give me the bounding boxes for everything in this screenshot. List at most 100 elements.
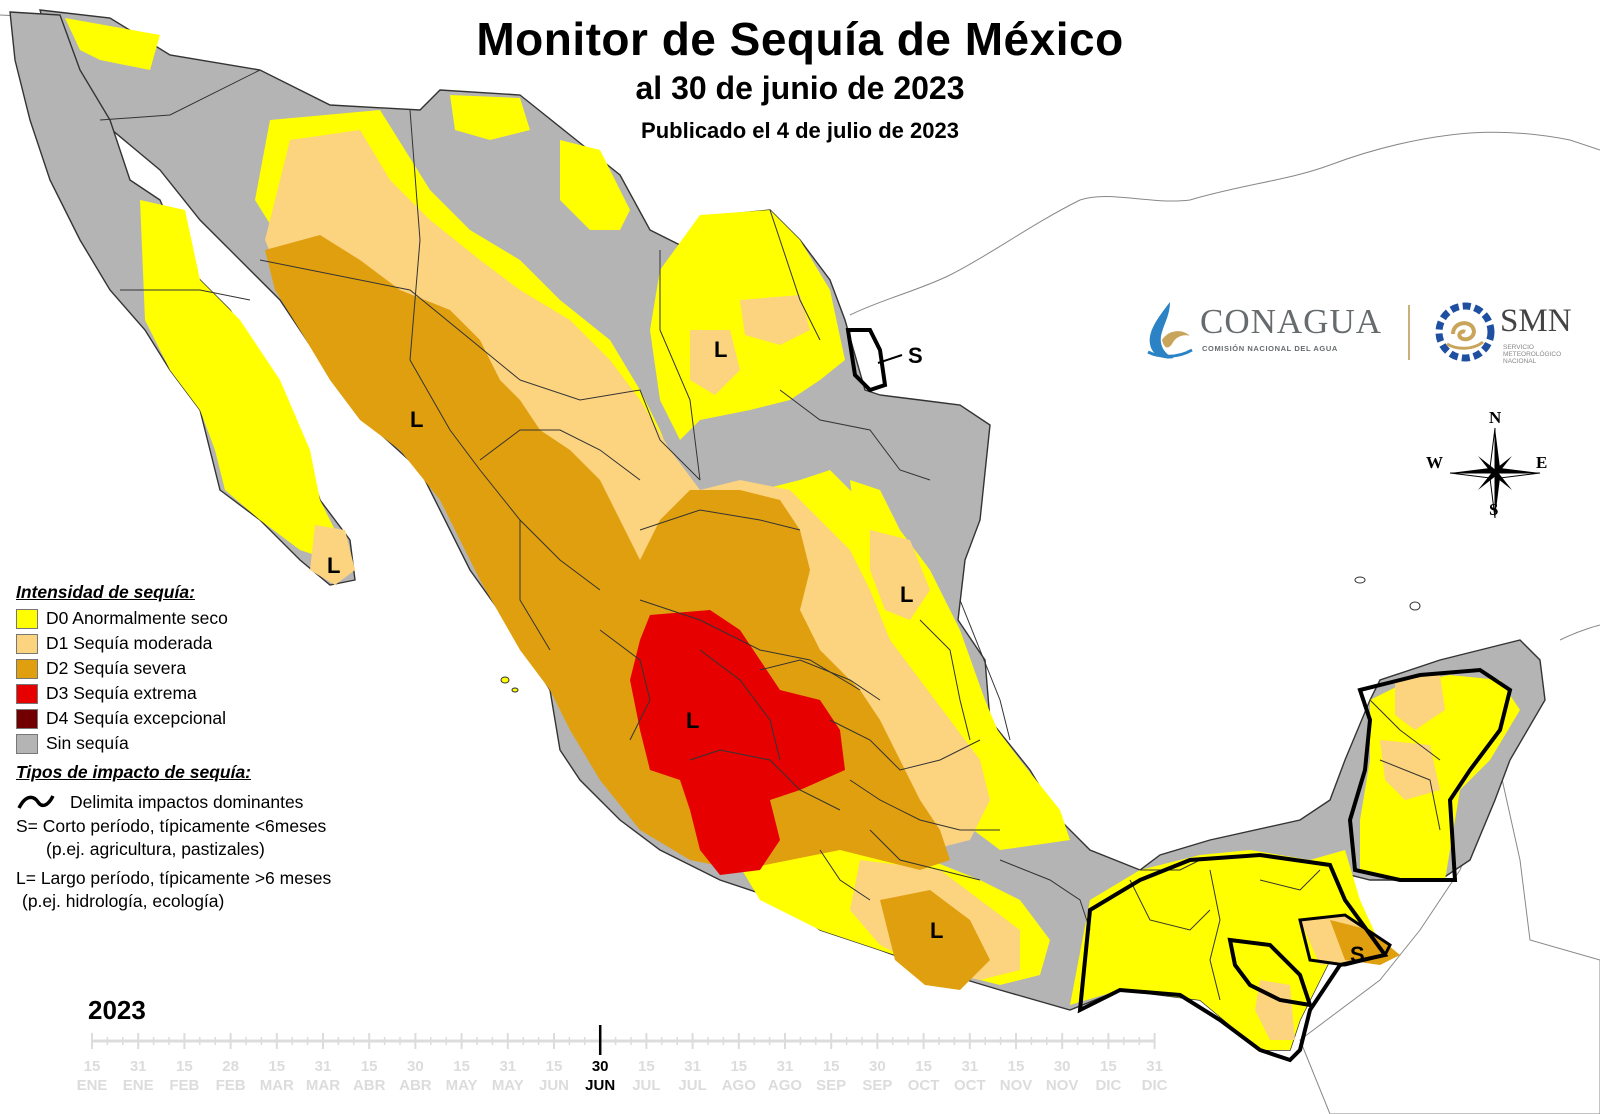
impact-label-l-baja: L <box>327 553 341 578</box>
published-date: Publicado el 4 de julio de 2023 <box>641 118 959 143</box>
d3-area <box>630 610 845 875</box>
d1-coahuila-spot <box>740 295 810 345</box>
timeline-month: JUN <box>585 1077 616 1094</box>
timeline-date: 15 MAR <box>257 1057 297 1095</box>
us-texas-coast <box>849 199 1081 316</box>
timeline-day: 31 <box>314 1058 332 1075</box>
timeline-date: 30 SEP <box>857 1057 897 1095</box>
conagua-logo: CONAGUA COMISIÓN NACIONAL DEL AGUA <box>1142 302 1382 362</box>
timeline-day: 30 <box>869 1058 886 1075</box>
impact-boundary-s-north <box>845 328 888 393</box>
timeline-day: 31 <box>961 1058 979 1075</box>
timeline-month: MAY <box>491 1077 524 1094</box>
timeline-date: 28 FEB <box>211 1057 251 1095</box>
us-coastline <box>1079 131 1600 202</box>
legend-impact-line-label: Delimita impactos dominantes <box>70 791 304 812</box>
legend-swatch-none <box>16 733 38 754</box>
impact-label-l-sinaloa: L <box>410 407 424 432</box>
timeline-date: 31 ENE <box>118 1057 158 1095</box>
legend-swatch-d0 <box>16 608 38 629</box>
timeline-day: 15 <box>545 1058 563 1075</box>
timeline-month: JUL <box>678 1077 707 1094</box>
timeline-month: SEP <box>862 1077 893 1094</box>
legend-long-term-example: (p.ej. hidrología, ecología) <box>22 891 225 911</box>
legend-impact-line: Delimita impactos dominantes <box>16 789 406 815</box>
timeline-date: 15 ENE <box>72 1057 112 1095</box>
timeline-month: MAR <box>259 1077 294 1094</box>
page-subtitle: al 30 de junio de 2023 <box>635 70 965 106</box>
timeline-day: 15 <box>915 1058 932 1075</box>
timeline-month: NOV <box>1045 1077 1079 1094</box>
timeline-date: 31 JUL <box>673 1057 713 1095</box>
legend: Intensidad de sequía: D0 Anormalmente se… <box>16 582 406 913</box>
timeline-day: 15 <box>453 1058 470 1075</box>
impact-boundaries <box>845 328 1513 1063</box>
timeline-month: DIC <box>1095 1077 1122 1094</box>
timeline-day: 30 <box>591 1058 609 1075</box>
impact-boundary-yucatan <box>1347 667 1513 882</box>
timeline-month: OCT <box>907 1077 940 1094</box>
legend-label-d1: D1 Sequía moderada <box>46 633 213 653</box>
timeline-month: AGO <box>767 1077 803 1094</box>
timeline-day: 15 <box>638 1058 655 1075</box>
islands <box>500 576 1421 693</box>
impact-label-s-north: S <box>908 343 923 368</box>
timeline-date: 30 ABR <box>395 1057 435 1095</box>
timeline-date: 15 FEB <box>164 1057 204 1095</box>
legend-swatch-d1 <box>16 633 38 654</box>
legend-swatch-d2 <box>16 658 38 679</box>
legend-short-term-example: (p.ej. agricultura, pastizales) <box>46 839 265 859</box>
legend-item-d4: D4 Sequía excepcional <box>16 706 406 731</box>
timeline-month: DIC <box>1141 1077 1168 1094</box>
timeline-month: ENE <box>76 1077 108 1094</box>
timeline-date: 30 NOV <box>1042 1057 1082 1095</box>
d1-tamaulipas-spot <box>870 530 930 620</box>
timeline-day: 28 <box>222 1058 239 1075</box>
timeline-month: OCT <box>953 1077 986 1094</box>
timeline-date: 15 DIC <box>1088 1057 1128 1095</box>
legend-item-d2: D2 Sequía severa <box>16 656 406 681</box>
legend-label-d2: D2 Sequía severa <box>46 658 187 678</box>
timeline-month: MAY <box>445 1077 478 1094</box>
state-boundaries <box>99 69 1441 1001</box>
smn-name: SMN <box>1500 303 1572 339</box>
timeline: 15 ENE 31 ENE 15 FEB 28 FEB 15 MAR 31 MAR 15 ABR 30 ABR… <box>77 1025 1192 1110</box>
timeline-date: 15 SEP <box>811 1057 851 1095</box>
compass-north: N <box>1489 408 1502 427</box>
impact-label-l-jalisco: L <box>686 708 700 733</box>
compass-icon <box>1449 427 1541 519</box>
timeline-month: JUN <box>538 1077 569 1094</box>
timeline-month: MAR <box>305 1077 341 1094</box>
impact-boundary-s-tabasco <box>1298 913 1392 967</box>
compass-east: E <box>1536 453 1548 472</box>
legend-swatch-d3 <box>16 683 38 704</box>
timeline-date: 15 NOV <box>996 1057 1036 1095</box>
compass-rose: N S E W <box>1426 408 1550 528</box>
conagua-subtitle: COMISIÓN NACIONAL DEL AGUA <box>1202 344 1338 353</box>
timeline-date: 15 OCT <box>904 1057 944 1095</box>
timeline-day: 30 <box>1053 1058 1071 1075</box>
timeline-day: 31 <box>684 1058 701 1075</box>
timeline-month: AGO <box>721 1077 756 1094</box>
conagua-name: CONAGUA <box>1200 302 1382 341</box>
timeline-day: 30 <box>407 1058 424 1075</box>
legend-item-d0: D0 Anormalmente seco <box>16 606 406 631</box>
smn-subtitle: SERVICIO METEOROLÓGICO NACIONAL <box>1503 344 1562 365</box>
timeline-day: 15 <box>822 1058 840 1075</box>
timeline-day: 31 <box>1146 1058 1163 1075</box>
timeline-day: 31 <box>776 1058 794 1075</box>
timeline-date: 31 DIC <box>1135 1057 1175 1095</box>
timeline-date: 31 AGO <box>765 1057 805 1095</box>
legend-intensity-title: Intensidad de sequía: <box>16 582 195 602</box>
impact-label-l-oaxaca: L <box>930 918 944 943</box>
d1-baja-tip <box>310 525 355 585</box>
legend-swatch-d4 <box>16 708 38 729</box>
smn-emblem-icon <box>1435 302 1495 362</box>
legend-long-term: L= Largo período, típicamente >6 meses <box>16 868 332 888</box>
timeline-day: 15 <box>360 1058 378 1075</box>
timeline-day: 15 <box>730 1058 748 1075</box>
timeline-day: 15 <box>1100 1058 1117 1075</box>
timeline-day: 31 <box>499 1058 517 1075</box>
legend-label-none: Sin sequía <box>46 733 129 753</box>
